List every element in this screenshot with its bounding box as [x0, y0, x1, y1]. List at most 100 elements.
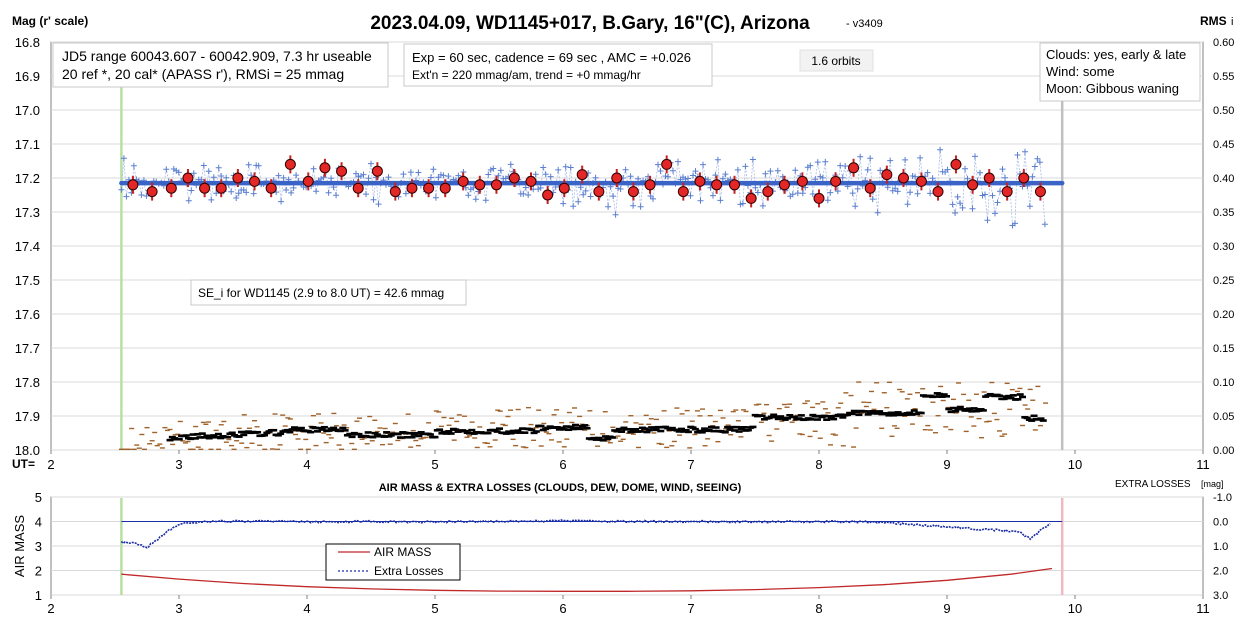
binned-magnitude-point: [813, 192, 825, 204]
air-mass-x-tick-label: 10: [1068, 601, 1082, 616]
raw-magnitude-point: [902, 156, 909, 163]
raw-magnitude-point: [907, 189, 914, 196]
extra-losses-tick-label: 0.0: [1213, 517, 1228, 529]
raw-magnitude-point: [827, 189, 834, 196]
raw-magnitude-point: [520, 190, 527, 197]
raw-magnitude-point: [749, 156, 756, 163]
raw-magnitude-point: [1026, 203, 1033, 210]
raw-magnitude-point: [138, 192, 145, 198]
raw-magnitude-point: [964, 175, 971, 182]
y-tick-labels: 16.8 16.9 17.0 17.1 17.2 17.3 17.4 17.5 17.6 17.7…: [15, 35, 40, 458]
raw-magnitude-point: [363, 191, 369, 198]
raw-magnitude-point: [353, 170, 359, 177]
y-tick-label: 16.8: [15, 35, 40, 50]
extra-losses-unit: [mag]: [1201, 479, 1224, 489]
x-axis-label: UT=: [12, 457, 35, 471]
binned-magnitude-point: [232, 172, 244, 184]
y2-tick-label: 0.15: [1213, 343, 1234, 355]
raw-magnitude-point: [864, 166, 871, 173]
raw-magnitude-point: [233, 195, 240, 201]
raw-magnitude-point: [455, 172, 462, 179]
rms-series: [118, 381, 1049, 451]
raw-magnitude-point: [250, 190, 257, 197]
binned-magnitude-point: [897, 172, 909, 184]
binned-magnitude-point: [1018, 172, 1030, 184]
y-tick-label: 17.8: [15, 375, 40, 390]
raw-magnitude-point: [547, 173, 554, 180]
binned-magnitude-point: [611, 172, 623, 184]
extra-losses-tick-label: 1.0: [1213, 541, 1228, 553]
raw-magnitude-point: [278, 198, 285, 205]
raw-magnitude-point: [690, 172, 696, 179]
binned-magnitude-point: [371, 165, 383, 177]
y-tick-label: 17.2: [15, 171, 40, 186]
binned-magnitude-point: [423, 182, 435, 194]
jd-range-box: JD5 range 60043.607 - 60042.909, 7.3 hr …: [52, 42, 389, 88]
raw-magnitude-point: [592, 174, 599, 181]
raw-magnitude-point: [710, 192, 716, 199]
raw-magnitude-point: [542, 171, 549, 178]
raw-magnitude-point: [989, 192, 996, 199]
raw-magnitude-point: [440, 172, 447, 179]
raw-magnitude-point: [293, 172, 300, 179]
binned-magnitude-point: [558, 182, 570, 194]
light-curve-markers: [120, 86, 1064, 450]
raw-magnitude-point: [175, 169, 182, 176]
raw-magnitude-point: [522, 184, 529, 191]
raw-magnitude-point: [670, 167, 676, 174]
raw-magnitude-point: [1012, 220, 1018, 227]
binned-magnitude-point: [284, 158, 296, 170]
binned-magnitude-point: [457, 175, 469, 187]
raw-magnitude-point: [937, 146, 944, 153]
y2-tick-label: 0.55: [1213, 71, 1234, 83]
raw-magnitude-point: [275, 172, 282, 179]
y-tick-label: 16.9: [15, 69, 40, 84]
raw-magnitude-point: [892, 185, 899, 192]
extra-losses-tick-label: -1.0: [1213, 492, 1232, 504]
raw-magnitude-point: [722, 171, 729, 178]
air-mass-x-tick-label: 4: [303, 601, 310, 616]
binned-magnitude-point: [778, 179, 790, 191]
raw-magnitude-point: [255, 162, 262, 169]
raw-magnitude-point: [849, 190, 856, 197]
raw-magnitude-point: [1034, 155, 1041, 162]
raw-magnitude-point: [1002, 174, 1008, 181]
air-mass-x-tick-label: 2: [47, 601, 54, 616]
raw-magnitude-point: [822, 158, 829, 165]
raw-magnitude-point: [657, 168, 664, 174]
binned-magnitude-point: [762, 186, 774, 198]
x-tick-label: 7: [687, 457, 694, 472]
binned-magnitude-point: [661, 158, 673, 170]
raw-magnitude-point: [627, 173, 634, 180]
air-mass-series: [120, 519, 1063, 592]
raw-magnitude-point: [904, 201, 911, 208]
air-mass-line: [121, 567, 1053, 592]
y-tick-label: 17.7: [15, 341, 40, 356]
raw-magnitude-point: [612, 211, 619, 218]
raw-magnitude-point: [617, 186, 624, 192]
raw-magnitude-point: [809, 191, 816, 197]
y2-tick-labels: 0.60 0.55 0.50 0.45 0.40 0.35 0.30 0.25 0.20 0.15…: [1213, 37, 1234, 457]
raw-magnitude-point: [992, 210, 998, 217]
binned-magnitude-point: [352, 182, 364, 194]
binned-magnitude-point: [745, 192, 757, 204]
raw-magnitude-point: [210, 174, 217, 181]
se-label: SE_i for WD1145 (2.9 to 8.0 UT) = 42.6 m…: [198, 286, 444, 300]
raw-magnitude-point: [697, 197, 704, 204]
raw-magnitude-point: [819, 174, 826, 181]
orbits-box: 1.6 orbits: [799, 49, 874, 72]
raw-magnitude-point: [325, 189, 332, 196]
binned-magnitude-point: [474, 179, 486, 191]
conditions-box: Clouds: yes, early & late Wind: some Moo…: [1039, 42, 1201, 102]
y2-tick-label: 0.25: [1213, 275, 1234, 287]
light-curve-grid: [50, 41, 1204, 454]
raw-magnitude-point: [490, 165, 497, 172]
binned-magnitude-point: [265, 182, 277, 194]
raw-magnitude-point: [445, 173, 452, 180]
raw-magnitude-point: [742, 163, 749, 170]
binned-magnitude-point: [165, 182, 177, 194]
raw-magnitude-point: [1014, 152, 1021, 158]
binned-magnitude-point: [249, 175, 261, 187]
raw-magnitude-point: [555, 166, 562, 173]
